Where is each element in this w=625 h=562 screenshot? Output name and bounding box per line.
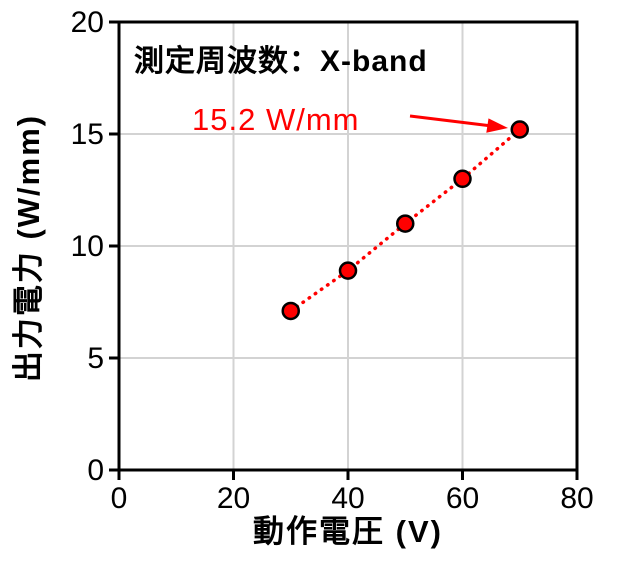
x-tick-label: 20 <box>217 482 250 515</box>
x-tick-label: 80 <box>560 482 593 515</box>
x-axis-title: 動作電圧 (V) <box>253 514 443 549</box>
annotation-arrow-head <box>486 118 508 133</box>
annotation-arrow-shaft <box>409 114 493 128</box>
y-tick-label: 15 <box>71 118 104 151</box>
x-tick-label: 0 <box>111 482 128 515</box>
frequency-annotation: 測定周波数：X-band <box>134 45 428 78</box>
peak-value-label: 15.2 W/mm <box>192 102 360 137</box>
data-point <box>338 261 358 280</box>
data-point <box>281 301 300 321</box>
y-axis-title: 出力電力 (W/mm) <box>11 113 46 383</box>
y-tick-label: 5 <box>87 342 104 375</box>
x-tick-label: 60 <box>446 482 479 515</box>
data-point <box>453 169 472 189</box>
data-point <box>510 120 529 139</box>
plot-frame <box>117 20 579 472</box>
y-tick-label: 10 <box>71 230 104 263</box>
data-point <box>396 214 415 233</box>
x-tick-label: 40 <box>331 482 364 515</box>
y-tick-label: 0 <box>87 454 104 487</box>
y-tick-label: 20 <box>71 6 104 39</box>
